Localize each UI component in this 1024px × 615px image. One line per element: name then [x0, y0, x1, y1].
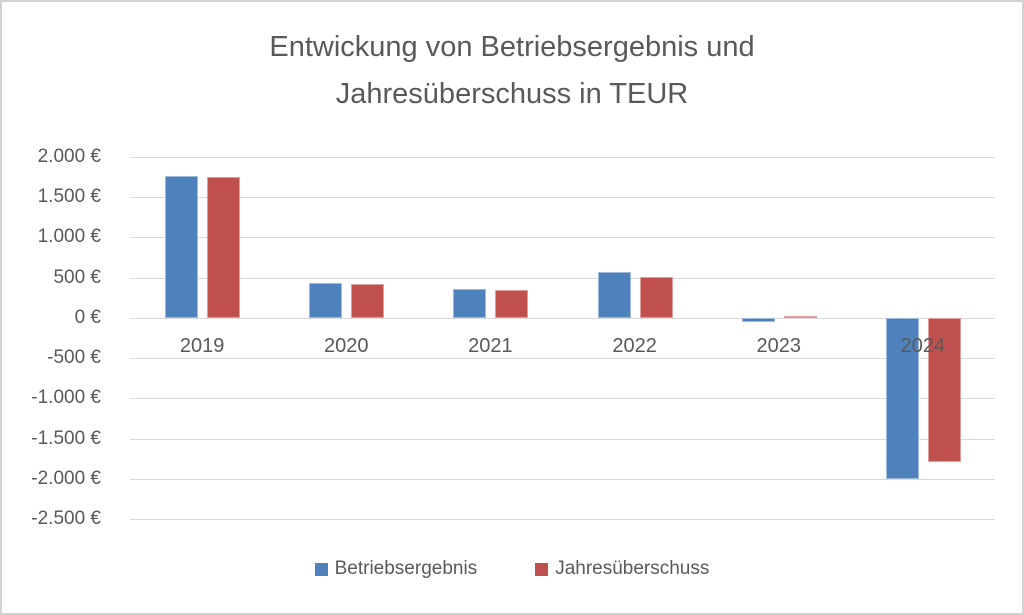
x-axis-label-2019: 2019	[179, 335, 225, 357]
y-gridline	[130, 358, 995, 360]
y-axis-tick-label: -2.000 €	[31, 467, 101, 489]
bar-jahresüberschuss-2021	[495, 289, 529, 318]
legend-item-betriebsergebnis: Betriebsergebnis	[314, 558, 478, 580]
x-axis-label-2020: 2020	[324, 335, 369, 357]
y-gridline	[130, 197, 995, 199]
y-axis-tick-label: -1.500 €	[31, 427, 101, 449]
y-gridline	[130, 398, 995, 400]
bar-betriebsergebnis-2024	[885, 317, 919, 479]
x-axis-label-2021: 2021	[468, 335, 513, 357]
y-gridline	[130, 277, 995, 279]
bar-jahresüberschuss-2019	[207, 177, 241, 318]
legend-swatch-icon	[535, 562, 549, 576]
y-axis-tick-label: 0 €	[74, 306, 101, 328]
legend: Betriebsergebnis Jahresüberschuss	[2, 558, 1022, 580]
y-axis-tick-label: -2.500 €	[31, 508, 101, 529]
y-axis-tick-label: 500 €	[53, 266, 101, 288]
bar-betriebsergebnis-2021	[453, 288, 487, 318]
x-axis-label-2022: 2022	[612, 335, 657, 357]
legend-label: Jahresüberschuss	[555, 558, 710, 579]
y-gridline	[130, 317, 995, 319]
chart-title-text: Entwickung von Betriebsergebnis und Jahr…	[269, 31, 755, 110]
legend-swatch-icon	[314, 562, 328, 576]
y-axis-tick-label: 2.000 €	[37, 146, 101, 167]
x-axis-label-2024: 2024	[900, 335, 946, 357]
bar-betriebsergebnis-2020	[309, 282, 343, 318]
bar-jahresüberschuss-2022	[639, 276, 673, 318]
bar-jahresüberschuss-2023	[783, 315, 817, 318]
bar-betriebsergebnis-2022	[597, 272, 631, 318]
x-axis-label-2023: 2023	[756, 335, 802, 357]
legend-label: Betriebsergebnis	[334, 558, 478, 579]
y-gridline	[130, 478, 995, 480]
y-gridline	[130, 519, 995, 520]
bar-jahresüberschuss-2024	[927, 317, 961, 462]
bar-betriebsergebnis-2023	[741, 317, 775, 322]
chart-title: Entwickung von Betriebsergebnis und Jahr…	[2, 24, 1022, 118]
y-axis-tick-label: -1.000 €	[31, 387, 101, 409]
bar-jahresüberschuss-2020	[351, 284, 385, 318]
y-axis-tick-label: -500 €	[47, 347, 101, 369]
plot-area: 2019 2020 2021 2022 2023 2024	[130, 157, 995, 520]
y-axis-tick-label: 1.000 €	[37, 226, 101, 248]
legend-item-jahresüberschuss: Jahresüberschuss	[535, 558, 709, 580]
y-gridline	[130, 438, 995, 440]
y-axis-tick-label: 1.500 €	[37, 186, 101, 208]
y-gridline	[130, 157, 995, 158]
y-gridline	[130, 237, 995, 239]
bar-betriebsergebnis-2019	[165, 175, 199, 318]
